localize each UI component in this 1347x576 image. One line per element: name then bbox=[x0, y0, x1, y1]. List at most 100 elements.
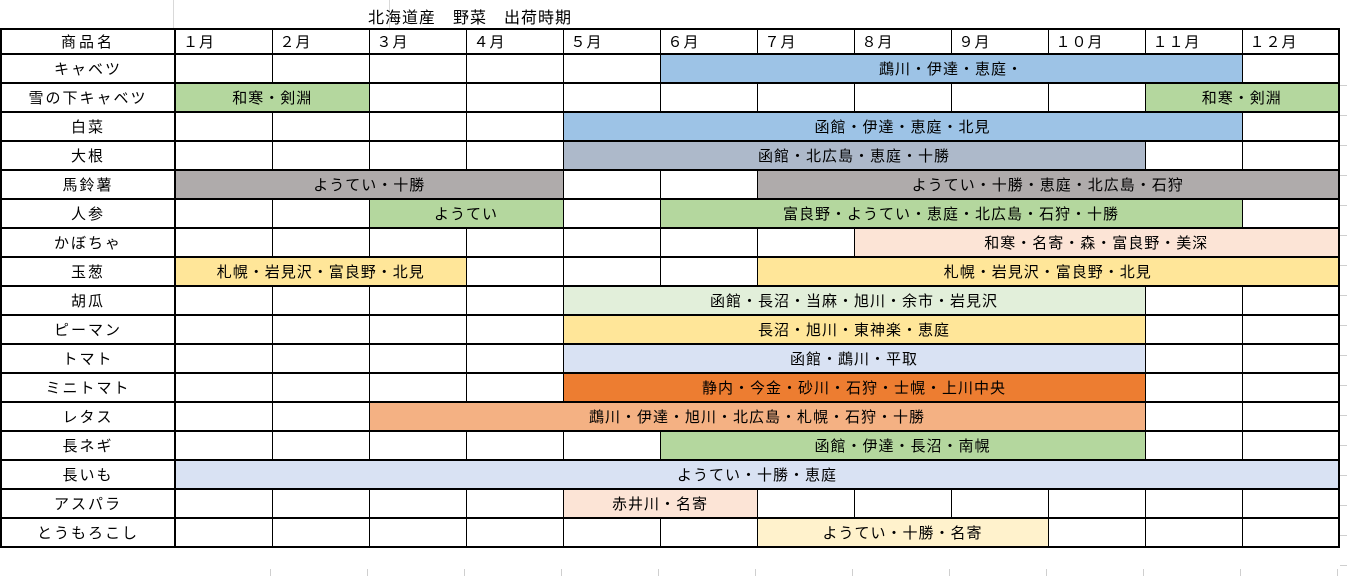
shipment-period-bar[interactable]: ようてい・十勝 bbox=[174, 169, 564, 200]
empty-month-cell[interactable] bbox=[1241, 401, 1340, 432]
shipment-period-bar[interactable]: 札幌・岩見沢・富良野・北見 bbox=[756, 256, 1340, 287]
empty-month-cell[interactable] bbox=[271, 53, 370, 84]
column-header-product-name[interactable]: 商品名 bbox=[0, 28, 176, 55]
empty-month-cell[interactable] bbox=[368, 111, 467, 142]
shipment-period-bar[interactable]: 和寒・名寄・森・富良野・美深 bbox=[853, 227, 1340, 258]
product-name-cell[interactable]: 長ネギ bbox=[0, 430, 176, 461]
column-header-month-5[interactable]: ５月 bbox=[562, 28, 661, 55]
empty-month-cell[interactable] bbox=[853, 488, 952, 519]
empty-month-cell[interactable] bbox=[659, 82, 758, 113]
empty-month-cell[interactable] bbox=[756, 227, 855, 258]
empty-month-cell[interactable] bbox=[562, 227, 661, 258]
product-name-cell[interactable]: 長いも bbox=[0, 459, 176, 490]
empty-month-cell[interactable] bbox=[1241, 430, 1340, 461]
empty-month-cell[interactable] bbox=[562, 169, 661, 200]
empty-month-cell[interactable] bbox=[271, 285, 370, 316]
empty-month-cell[interactable] bbox=[465, 517, 564, 548]
empty-month-cell[interactable] bbox=[1047, 488, 1146, 519]
empty-month-cell[interactable] bbox=[465, 53, 564, 84]
empty-month-cell[interactable] bbox=[368, 314, 467, 345]
empty-month-cell[interactable] bbox=[465, 372, 564, 403]
empty-month-cell[interactable] bbox=[465, 82, 564, 113]
empty-month-cell[interactable] bbox=[659, 517, 758, 548]
shipment-period-bar[interactable]: 函館・長沼・当麻・旭川・余市・岩見沢 bbox=[562, 285, 1146, 316]
empty-month-cell[interactable] bbox=[465, 285, 564, 316]
empty-month-cell[interactable] bbox=[174, 53, 273, 84]
empty-month-cell[interactable] bbox=[368, 285, 467, 316]
column-header-month-8[interactable]: ８月 bbox=[853, 28, 952, 55]
empty-month-cell[interactable] bbox=[174, 314, 273, 345]
product-name-cell[interactable]: 雪の下キャベツ bbox=[0, 82, 176, 113]
empty-month-cell[interactable] bbox=[950, 488, 1049, 519]
empty-month-cell[interactable] bbox=[174, 227, 273, 258]
empty-month-cell[interactable] bbox=[465, 343, 564, 374]
empty-month-cell[interactable] bbox=[562, 430, 661, 461]
empty-month-cell[interactable] bbox=[174, 488, 273, 519]
empty-month-cell[interactable] bbox=[174, 111, 273, 142]
empty-month-cell[interactable] bbox=[271, 140, 370, 171]
shipment-period-bar[interactable]: 長沼・旭川・東神楽・恵庭 bbox=[562, 314, 1146, 345]
empty-month-cell[interactable] bbox=[1241, 314, 1340, 345]
empty-month-cell[interactable] bbox=[368, 140, 467, 171]
product-name-cell[interactable]: トマト bbox=[0, 343, 176, 374]
column-header-month-1[interactable]: １月 bbox=[174, 28, 273, 55]
column-header-month-10[interactable]: １０月 bbox=[1047, 28, 1146, 55]
empty-month-cell[interactable] bbox=[174, 343, 273, 374]
empty-month-cell[interactable] bbox=[1241, 343, 1340, 374]
product-name-cell[interactable]: アスパラ bbox=[0, 488, 176, 519]
empty-month-cell[interactable] bbox=[368, 488, 467, 519]
product-name-cell[interactable]: 玉葱 bbox=[0, 256, 176, 287]
empty-month-cell[interactable] bbox=[659, 227, 758, 258]
empty-month-cell[interactable] bbox=[1241, 372, 1340, 403]
column-header-month-6[interactable]: ６月 bbox=[659, 28, 758, 55]
empty-month-cell[interactable] bbox=[271, 430, 370, 461]
empty-month-cell[interactable] bbox=[271, 488, 370, 519]
empty-month-cell[interactable] bbox=[465, 488, 564, 519]
empty-month-cell[interactable] bbox=[1144, 285, 1243, 316]
shipment-period-bar[interactable]: 函館・鵡川・平取 bbox=[562, 343, 1146, 374]
empty-month-cell[interactable] bbox=[174, 430, 273, 461]
empty-month-cell[interactable] bbox=[368, 53, 467, 84]
empty-month-cell[interactable] bbox=[1241, 517, 1340, 548]
empty-month-cell[interactable] bbox=[1241, 53, 1340, 84]
shipment-period-bar[interactable]: 函館・伊達・恵庭・北見 bbox=[562, 111, 1243, 142]
empty-month-cell[interactable] bbox=[174, 140, 273, 171]
empty-month-cell[interactable] bbox=[368, 517, 467, 548]
empty-month-cell[interactable] bbox=[174, 401, 273, 432]
shipment-period-bar[interactable]: 富良野・ようてい・恵庭・北広島・石狩・十勝 bbox=[659, 198, 1243, 229]
empty-month-cell[interactable] bbox=[756, 82, 855, 113]
shipment-period-bar[interactable]: 赤井川・名寄 bbox=[562, 488, 758, 519]
empty-month-cell[interactable] bbox=[1144, 517, 1243, 548]
empty-month-cell[interactable] bbox=[174, 198, 273, 229]
shipment-period-bar[interactable]: 函館・伊達・長沼・南幌 bbox=[659, 430, 1146, 461]
shipment-period-bar[interactable]: ようてい bbox=[368, 198, 564, 229]
column-header-month-7[interactable]: ７月 bbox=[756, 28, 855, 55]
empty-month-cell[interactable] bbox=[271, 198, 370, 229]
product-name-cell[interactable]: ミニトマト bbox=[0, 372, 176, 403]
shipment-period-bar[interactable]: 札幌・岩見沢・富良野・北見 bbox=[174, 256, 467, 287]
empty-month-cell[interactable] bbox=[271, 343, 370, 374]
empty-month-cell[interactable] bbox=[1241, 198, 1340, 229]
empty-month-cell[interactable] bbox=[853, 82, 952, 113]
column-header-month-11[interactable]: １１月 bbox=[1144, 28, 1243, 55]
product-name-cell[interactable]: 大根 bbox=[0, 140, 176, 171]
empty-month-cell[interactable] bbox=[271, 372, 370, 403]
empty-month-cell[interactable] bbox=[562, 198, 661, 229]
empty-month-cell[interactable] bbox=[562, 53, 661, 84]
shipment-period-bar[interactable]: 函館・北広島・恵庭・十勝 bbox=[562, 140, 1146, 171]
empty-month-cell[interactable] bbox=[465, 256, 564, 287]
shipment-period-bar[interactable]: ようてい・十勝・名寄 bbox=[756, 517, 1049, 548]
shipment-period-bar[interactable]: 静内・今金・砂川・石狩・士幌・上川中央 bbox=[562, 372, 1146, 403]
column-header-month-3[interactable]: ３月 bbox=[368, 28, 467, 55]
empty-month-cell[interactable] bbox=[465, 140, 564, 171]
column-header-month-9[interactable]: ９月 bbox=[950, 28, 1049, 55]
empty-month-cell[interactable] bbox=[659, 256, 758, 287]
empty-month-cell[interactable] bbox=[368, 372, 467, 403]
column-header-month-4[interactable]: ４月 bbox=[465, 28, 564, 55]
empty-month-cell[interactable] bbox=[756, 488, 855, 519]
empty-month-cell[interactable] bbox=[1047, 82, 1146, 113]
empty-month-cell[interactable] bbox=[368, 82, 467, 113]
empty-month-cell[interactable] bbox=[562, 256, 661, 287]
empty-month-cell[interactable] bbox=[1144, 343, 1243, 374]
empty-month-cell[interactable] bbox=[271, 517, 370, 548]
